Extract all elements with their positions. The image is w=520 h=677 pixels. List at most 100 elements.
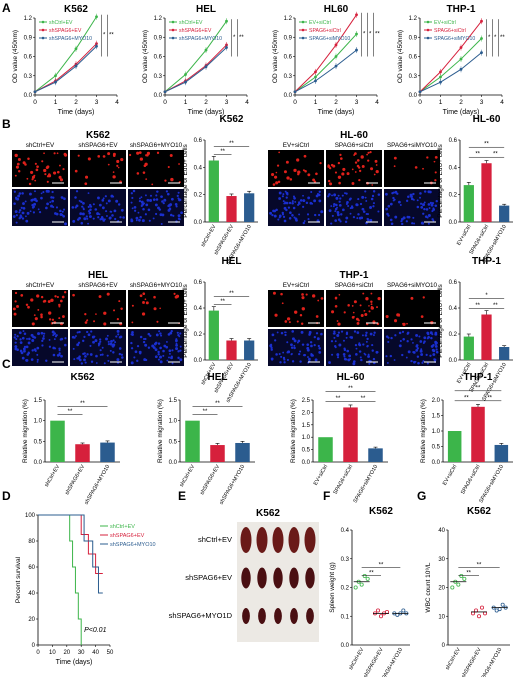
edu-cell <box>50 298 54 302</box>
panel-letter-E: E <box>178 489 186 503</box>
dapi-cell <box>165 341 168 343</box>
dapi-cell <box>102 197 105 200</box>
dapi-cell <box>76 331 79 334</box>
y-axis-label: Spleen weight (g) <box>329 562 336 613</box>
dapi-cell <box>112 195 115 198</box>
dapi-cell <box>179 345 182 348</box>
y-tick-label: 0.2 <box>449 332 458 338</box>
significance-label: ** <box>464 395 469 401</box>
data-point <box>33 90 37 94</box>
dapi-cell <box>93 335 96 338</box>
edu-cell <box>46 165 50 169</box>
dapi-cell <box>153 342 157 346</box>
dapi-cell <box>372 357 376 361</box>
microscopy-title: K562 <box>86 130 110 141</box>
dapi-cell <box>282 193 285 196</box>
x-tick-label: 30 <box>78 650 85 656</box>
y-tick-label: 1.5 <box>34 398 43 404</box>
dapi-cell <box>130 192 133 195</box>
dapi-cell <box>119 216 122 219</box>
dapi-cell <box>298 213 301 216</box>
significance-label: ** <box>361 396 366 402</box>
edu-cell <box>144 298 147 301</box>
bar <box>481 163 492 222</box>
legend-label: SPAG6+siMYO10 <box>309 36 350 42</box>
dapi-cell <box>170 356 173 360</box>
edu-cell <box>58 175 62 179</box>
edu-cell <box>43 152 45 155</box>
spleen-specimen <box>256 527 268 553</box>
dapi-cell <box>83 358 86 362</box>
edu-cell <box>422 167 424 170</box>
dapi-cell <box>320 332 323 336</box>
edu-cell <box>59 299 63 303</box>
edu-cell <box>402 322 406 326</box>
data-point <box>494 608 499 613</box>
edu-cell <box>355 317 359 321</box>
edu-cell <box>93 320 96 323</box>
dapi-cell <box>418 335 421 338</box>
dapi-cell <box>118 352 122 356</box>
edu-cell <box>315 172 318 176</box>
dapi-cell <box>13 202 16 205</box>
y-tick-label: 0.0 <box>24 93 33 99</box>
edu-cell <box>84 321 88 324</box>
dapi-cell <box>413 360 416 364</box>
microscopy-label: shSPAG6+MYO10 <box>130 142 183 149</box>
dapi-cell <box>275 353 278 356</box>
dapi-cell <box>292 195 296 198</box>
dapi-cell <box>14 196 18 200</box>
dapi-cell <box>99 353 102 356</box>
dapi-cell <box>434 340 438 344</box>
edu-cell <box>14 291 18 295</box>
edu-cell <box>26 177 29 180</box>
series-line <box>419 20 482 93</box>
edu-cell <box>61 295 65 299</box>
edu-cell <box>284 320 288 323</box>
dapi-cell <box>426 362 429 365</box>
y-tick-label: 1.5 <box>302 423 311 429</box>
edu-cell <box>371 184 374 186</box>
bar <box>499 205 510 222</box>
dapi-cell <box>349 197 352 200</box>
dapi-cell <box>279 361 282 364</box>
edu-cell <box>369 151 372 154</box>
dapi-cell <box>425 208 429 211</box>
dapi-cell <box>136 344 140 348</box>
edu-cell <box>54 295 57 298</box>
dapi-cell <box>345 336 348 339</box>
dapi-cell <box>159 360 163 364</box>
x-tick-label: 20 <box>63 650 70 656</box>
dapi-cell <box>307 218 310 221</box>
dapi-cell <box>318 213 321 217</box>
x-tick-label: 3 <box>225 99 229 106</box>
dapi-cell <box>87 205 90 209</box>
dapi-cell <box>426 216 429 219</box>
spleen-specimen <box>273 567 283 589</box>
dapi-cell <box>36 358 39 362</box>
edu-cell <box>43 168 47 173</box>
edu-cell <box>15 165 19 169</box>
dapi-cell <box>416 355 420 358</box>
dapi-cell <box>364 334 368 337</box>
dapi-cell <box>301 343 305 346</box>
dapi-cell <box>297 339 301 343</box>
dapi-cell <box>291 214 294 217</box>
dapi-cell <box>27 352 31 355</box>
edu-cell <box>62 168 65 171</box>
edu-cell <box>164 179 167 182</box>
dapi-cell <box>362 210 366 213</box>
significance-label: ** <box>466 570 471 576</box>
bar <box>318 437 333 462</box>
dapi-cell <box>311 354 314 357</box>
x-tick-label: shSPAG6+EV <box>64 464 86 496</box>
dapi-cell <box>77 341 81 344</box>
edu-cell <box>347 304 350 307</box>
legend-label: shSPAG6+EV <box>49 28 82 34</box>
edu-cell <box>34 162 37 165</box>
dapi-cell <box>160 222 163 225</box>
dapi-cell <box>107 340 110 343</box>
dapi-cell <box>22 202 25 205</box>
data-point <box>479 605 484 610</box>
significance-label: ** <box>109 33 114 39</box>
